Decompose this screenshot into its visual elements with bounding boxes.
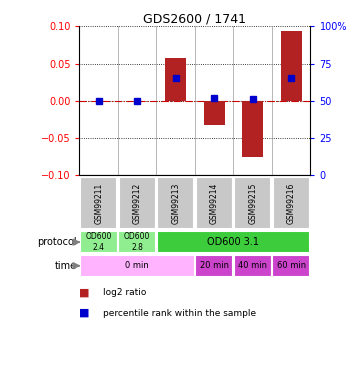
Bar [165, 58, 186, 101]
Bar [157, 231, 310, 253]
Bar [280, 32, 302, 101]
Text: ■: ■ [79, 308, 90, 318]
Text: 40 min: 40 min [238, 261, 267, 270]
Bar [234, 255, 271, 276]
Text: percentile rank within the sample: percentile rank within the sample [103, 309, 256, 318]
Text: 0 min: 0 min [125, 261, 149, 270]
Bar [234, 177, 271, 229]
Text: OD600
2.8: OD600 2.8 [124, 232, 151, 252]
Bar [204, 101, 225, 126]
Bar [195, 255, 233, 276]
Bar [242, 101, 263, 157]
Bar [118, 231, 156, 253]
Text: 60 min: 60 min [277, 261, 306, 270]
Text: GSM99211: GSM99211 [94, 182, 103, 224]
Text: GSM99213: GSM99213 [171, 182, 180, 224]
Text: GSM99216: GSM99216 [287, 182, 296, 224]
Text: time: time [55, 261, 77, 271]
Bar [119, 177, 156, 229]
Text: OD600
2.4: OD600 2.4 [86, 232, 112, 252]
Bar [80, 255, 195, 276]
Text: log2 ratio: log2 ratio [103, 288, 146, 297]
Bar [273, 177, 310, 229]
Bar [80, 177, 117, 229]
Text: GSM99212: GSM99212 [133, 182, 142, 224]
Bar [196, 177, 233, 229]
Title: GDS2600 / 1741: GDS2600 / 1741 [143, 12, 247, 25]
Text: protocol: protocol [38, 237, 77, 247]
Text: ■: ■ [79, 288, 90, 297]
Bar [272, 255, 310, 276]
Bar [157, 177, 194, 229]
Text: GSM99214: GSM99214 [210, 182, 219, 224]
Bar [80, 231, 118, 253]
Text: GSM99215: GSM99215 [248, 182, 257, 224]
Text: 20 min: 20 min [200, 261, 229, 270]
Text: OD600 3.1: OD600 3.1 [208, 237, 260, 247]
